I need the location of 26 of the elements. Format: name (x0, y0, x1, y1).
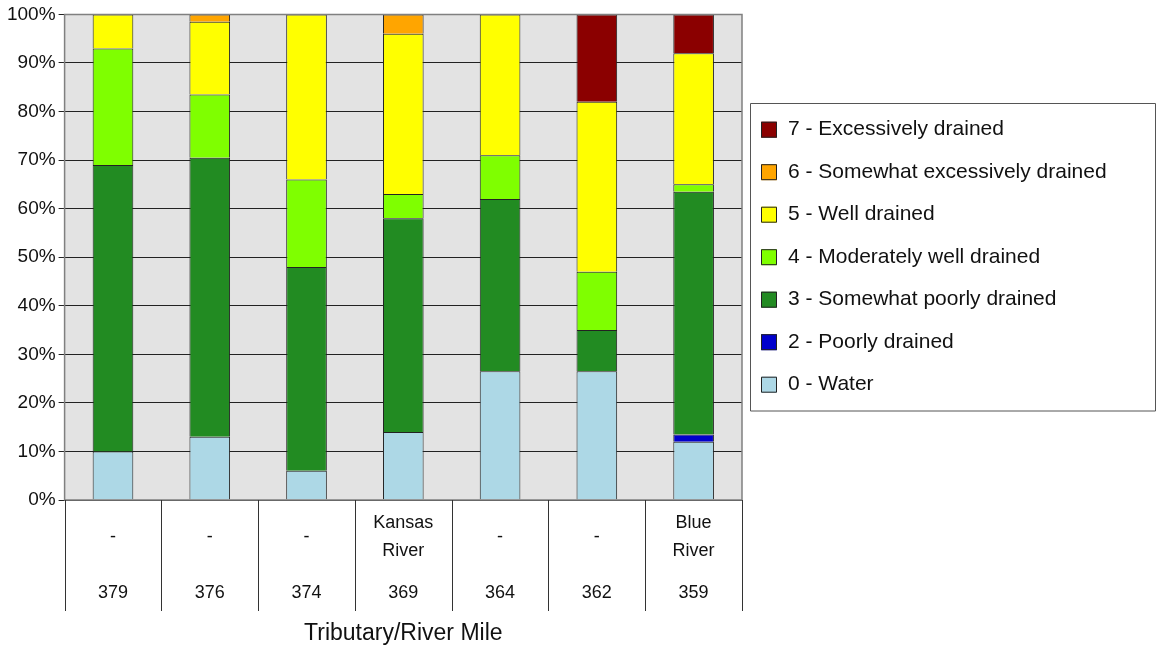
legend-label: 0 - Water (788, 371, 874, 395)
legend-label: 7 - Excessively drained (788, 116, 1004, 140)
category-label: Kansas River 369 (373, 511, 434, 602)
y-tick-label: 100% (6, 2, 56, 24)
legend-label: 6 - Somewhat excessively drained (788, 159, 1107, 182)
y-tick-label: 70% (17, 148, 56, 170)
x-axis-title: Tributary/River Mile (304, 619, 503, 646)
category-label: - 376 (194, 525, 225, 602)
y-tick-label: 50% (17, 245, 56, 267)
y-tick-label: 90% (17, 51, 56, 73)
y-tick-label: 0% (28, 488, 56, 510)
category-label: - 379 (97, 525, 128, 602)
category-label: - 374 (291, 525, 322, 602)
y-tick-label: 10% (17, 439, 56, 461)
legend-label: 5 - Well drained (788, 201, 935, 225)
y-tick-label: 20% (17, 391, 56, 413)
legend-label: 3 - Somewhat poorly drained (788, 286, 1057, 310)
y-tick-label: 30% (17, 342, 56, 364)
y-tick-label: 60% (17, 196, 56, 218)
category-label: - 362 (581, 525, 612, 602)
y-tick-label: 40% (17, 293, 56, 315)
category-label: - 364 (485, 525, 516, 602)
legend-label: 4 - Moderately well drained (788, 244, 1041, 267)
legend-label: 2 - Poorly drained (788, 329, 954, 352)
y-tick-label: 80% (17, 99, 56, 121)
category-label: Blue River 359 (672, 511, 715, 602)
